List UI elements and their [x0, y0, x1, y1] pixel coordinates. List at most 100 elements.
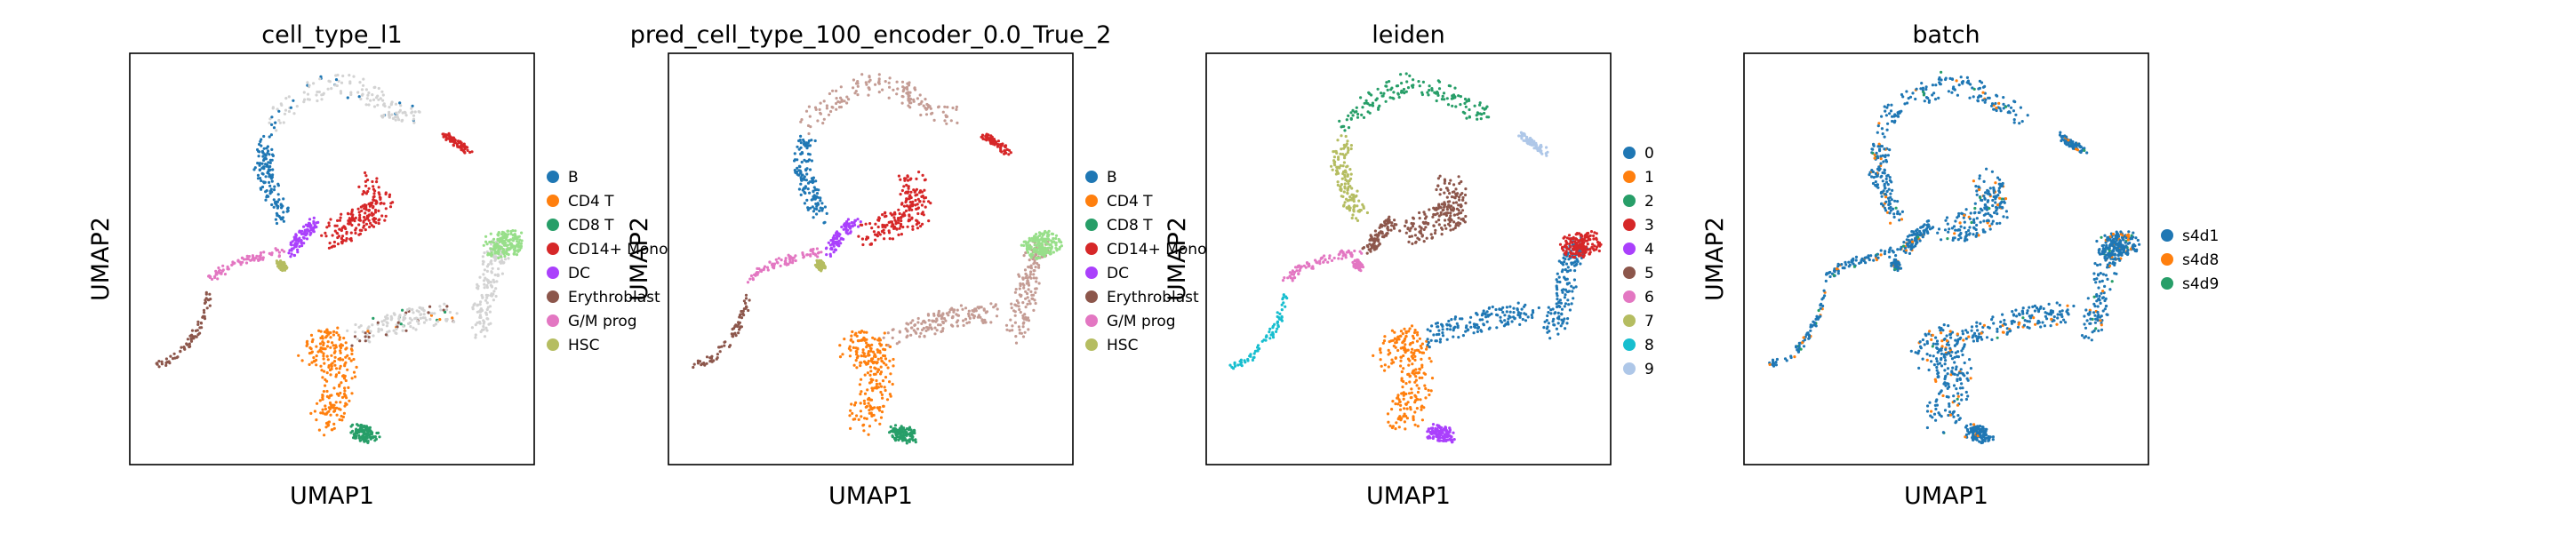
scatter-point	[1388, 80, 1391, 84]
scatter-point	[357, 434, 361, 437]
scatter-point	[361, 193, 364, 196]
scatter-point	[1316, 261, 1319, 265]
scatter-point	[873, 386, 876, 390]
scatter-point	[492, 278, 495, 282]
scatter-point	[868, 88, 871, 91]
scatter-point	[277, 109, 281, 113]
scatter-point	[1441, 431, 1444, 434]
scatter-point	[1032, 262, 1036, 266]
scatter-point	[893, 219, 897, 222]
scatter-point	[319, 75, 323, 78]
legend-label: CD14+ Mono	[1107, 241, 1206, 259]
scatter-point	[1464, 105, 1468, 108]
scatter-point	[1403, 346, 1406, 349]
scatter-point	[333, 363, 337, 367]
scatter-point	[312, 82, 316, 85]
scatter-point	[1420, 235, 1424, 238]
scatter-point	[812, 210, 816, 213]
scatter-point	[320, 234, 324, 237]
scatter-point	[903, 213, 907, 218]
scatter-point	[374, 96, 379, 99]
scatter-point	[288, 249, 292, 252]
scatter-point	[485, 269, 490, 273]
scatter-point	[818, 107, 821, 111]
scatter-point	[362, 438, 365, 442]
scatter-point	[799, 193, 803, 196]
scatter-point	[1436, 424, 1439, 427]
panel-2: pred_cell_type_100_encoder_0.0_True_2UMA…	[626, 21, 1206, 510]
scatter-point	[1559, 324, 1563, 328]
scatter-point	[1034, 240, 1037, 243]
scatter-point	[493, 247, 497, 251]
scatter-point	[884, 348, 887, 352]
scatter-point	[724, 340, 727, 344]
scatter-point	[1549, 312, 1553, 315]
scatter-point	[920, 99, 924, 103]
scatter-point	[367, 187, 371, 190]
scatter-point	[339, 216, 342, 219]
scatter-point	[1381, 94, 1385, 98]
scatter-point	[323, 370, 326, 373]
scatter-point	[1545, 146, 1548, 149]
scatter-point	[1483, 111, 1486, 115]
scatter-point	[352, 357, 356, 362]
scatter-point	[892, 430, 895, 434]
scatter-point	[1452, 213, 1456, 217]
scatter-point	[1347, 182, 1350, 186]
scatter-point	[1552, 317, 1556, 321]
scatter-point	[1572, 264, 1577, 267]
scatter-point	[323, 362, 326, 365]
scatter-point	[519, 244, 524, 248]
scatter-point	[900, 188, 905, 193]
scatter-point	[1345, 251, 1348, 254]
scatter-point	[865, 330, 868, 334]
legend-label: HSC	[1107, 337, 1138, 354]
scatter-point	[470, 326, 475, 330]
scatter-point	[1021, 314, 1025, 317]
scatter-point	[1467, 328, 1470, 331]
scatter-point	[481, 296, 484, 299]
scatter-point	[1457, 336, 1460, 339]
scatter-point	[516, 243, 520, 247]
scatter-point	[1026, 302, 1029, 306]
scatter-point	[1399, 364, 1403, 368]
scatter-point	[1574, 252, 1578, 256]
scatter-point	[1455, 322, 1459, 325]
scatter-point	[1365, 251, 1369, 255]
scatter-point	[1437, 433, 1441, 436]
scatter-point	[862, 399, 867, 402]
scatter-point	[260, 138, 263, 141]
scatter-point	[342, 411, 346, 415]
scatter-point	[300, 244, 304, 248]
scatter-point	[829, 109, 833, 114]
scatter-point	[1426, 430, 1429, 434]
scatter-point	[804, 169, 808, 172]
scatter-point	[805, 172, 809, 176]
scatter-point	[344, 378, 348, 383]
scatter-point	[851, 411, 854, 415]
scatter-point	[902, 211, 906, 215]
scatter-point	[1430, 87, 1434, 91]
scatter-point	[1440, 233, 1444, 236]
scatter-point	[1292, 270, 1297, 274]
scatter-point	[835, 97, 838, 100]
scatter-point	[803, 190, 806, 194]
scatter-point	[800, 179, 804, 182]
scatter-point	[912, 188, 916, 192]
scatter-point	[828, 252, 832, 256]
scatter-point	[309, 333, 314, 337]
scatter-point	[1233, 364, 1237, 368]
scatter-point	[1344, 144, 1348, 147]
scatter-point	[955, 105, 958, 108]
scatter-point	[847, 223, 851, 227]
scatter-point	[358, 81, 362, 84]
scatter-point	[512, 248, 516, 251]
scatter-point	[510, 245, 515, 249]
scatter-point	[196, 322, 200, 326]
scatter-point	[871, 350, 876, 354]
scatter-point	[372, 225, 376, 228]
scatter-point	[884, 80, 887, 84]
scatter-point	[1411, 225, 1414, 228]
scatter-point	[380, 320, 384, 323]
scatter-point	[480, 308, 484, 313]
